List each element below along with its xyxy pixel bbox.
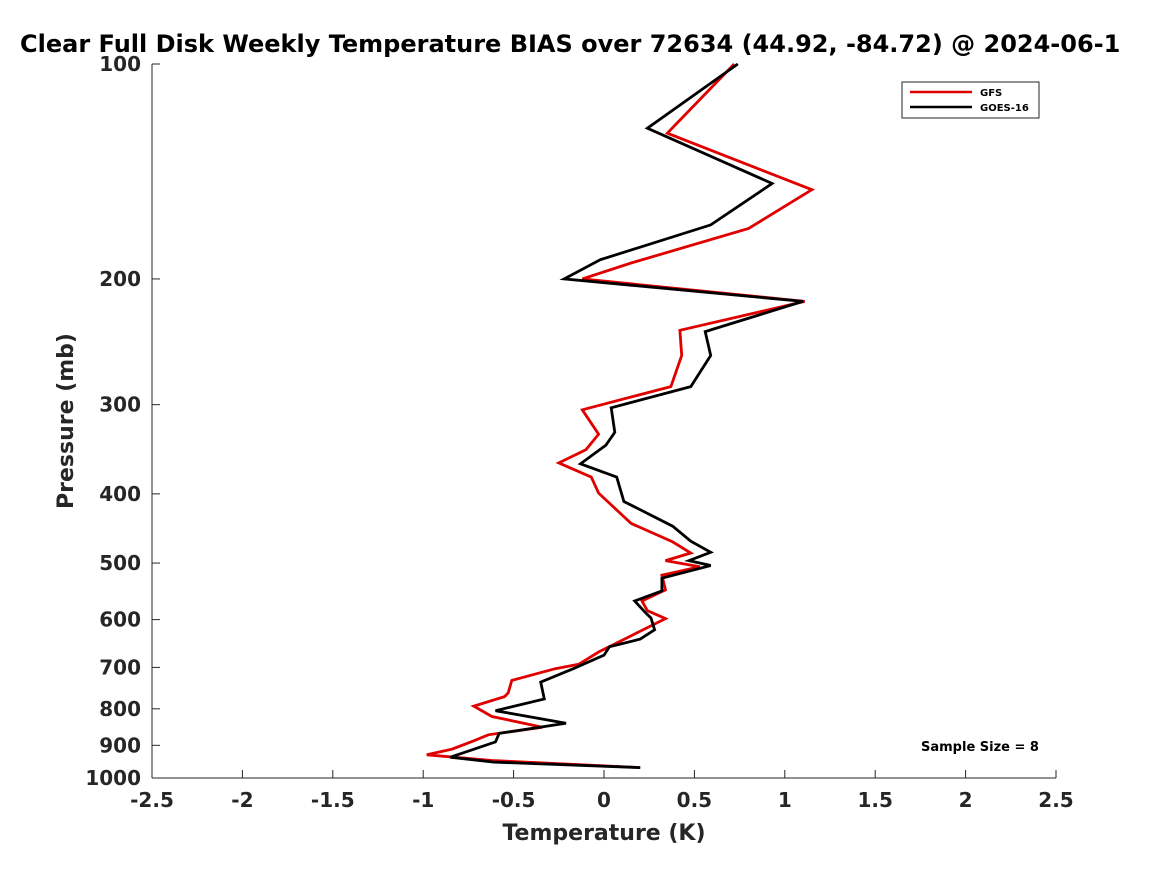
x-tick-label: 1.5 bbox=[857, 788, 892, 812]
x-axis-ticks: -2.5 -2 -1.5 -1 -0.5 0 0.5 1 1.5 2 2.5 bbox=[130, 770, 1074, 812]
x-tick-label: 1 bbox=[778, 788, 792, 812]
x-tick-label: 2 bbox=[959, 788, 973, 812]
x-tick-label: 0.5 bbox=[677, 788, 712, 812]
x-tick-label: -1 bbox=[412, 788, 434, 812]
legend: GFS GOES-16 bbox=[901, 81, 1040, 119]
y-tick-label: 900 bbox=[99, 733, 141, 757]
y-tick-label: 800 bbox=[99, 697, 141, 721]
y-tick-label: 700 bbox=[99, 655, 141, 679]
legend-label-gfs: GFS bbox=[980, 88, 1002, 99]
y-axis-ticks: 100 200 300 400 500 600 700 800 900 1000 bbox=[85, 52, 160, 790]
legend-box bbox=[901, 81, 1040, 119]
series-layer bbox=[426, 62, 816, 769]
y-tick-label: 200 bbox=[99, 267, 141, 291]
y-tick-label: 300 bbox=[99, 393, 141, 417]
plot-area bbox=[152, 64, 1056, 778]
chart-title: Clear Full Disk Weekly Temperature BIAS … bbox=[20, 30, 1120, 58]
x-tick-label: 2.5 bbox=[1038, 788, 1073, 812]
series-line-goes-16 bbox=[449, 62, 804, 769]
x-tick-label: -1.5 bbox=[311, 788, 355, 812]
x-tick-label: 0 bbox=[597, 788, 611, 812]
legend-label-goes-16: GOES-16 bbox=[980, 103, 1029, 114]
y-tick-label: 100 bbox=[99, 52, 141, 76]
x-tick-label: -0.5 bbox=[492, 788, 536, 812]
y-tick-label: 400 bbox=[99, 482, 141, 506]
series-line-gfs bbox=[426, 63, 816, 769]
y-tick-label: 500 bbox=[99, 551, 141, 575]
y-tick-label: 1000 bbox=[85, 766, 141, 790]
y-tick-label: 600 bbox=[99, 608, 141, 632]
x-tick-label: -2 bbox=[231, 788, 253, 812]
x-tick-label: -2.5 bbox=[130, 788, 174, 812]
x-axis-label: Temperature (K) bbox=[502, 821, 705, 846]
y-axis-label: Pressure (mb) bbox=[54, 333, 79, 509]
sample-size-annotation: Sample Size = 8 bbox=[921, 740, 1039, 755]
